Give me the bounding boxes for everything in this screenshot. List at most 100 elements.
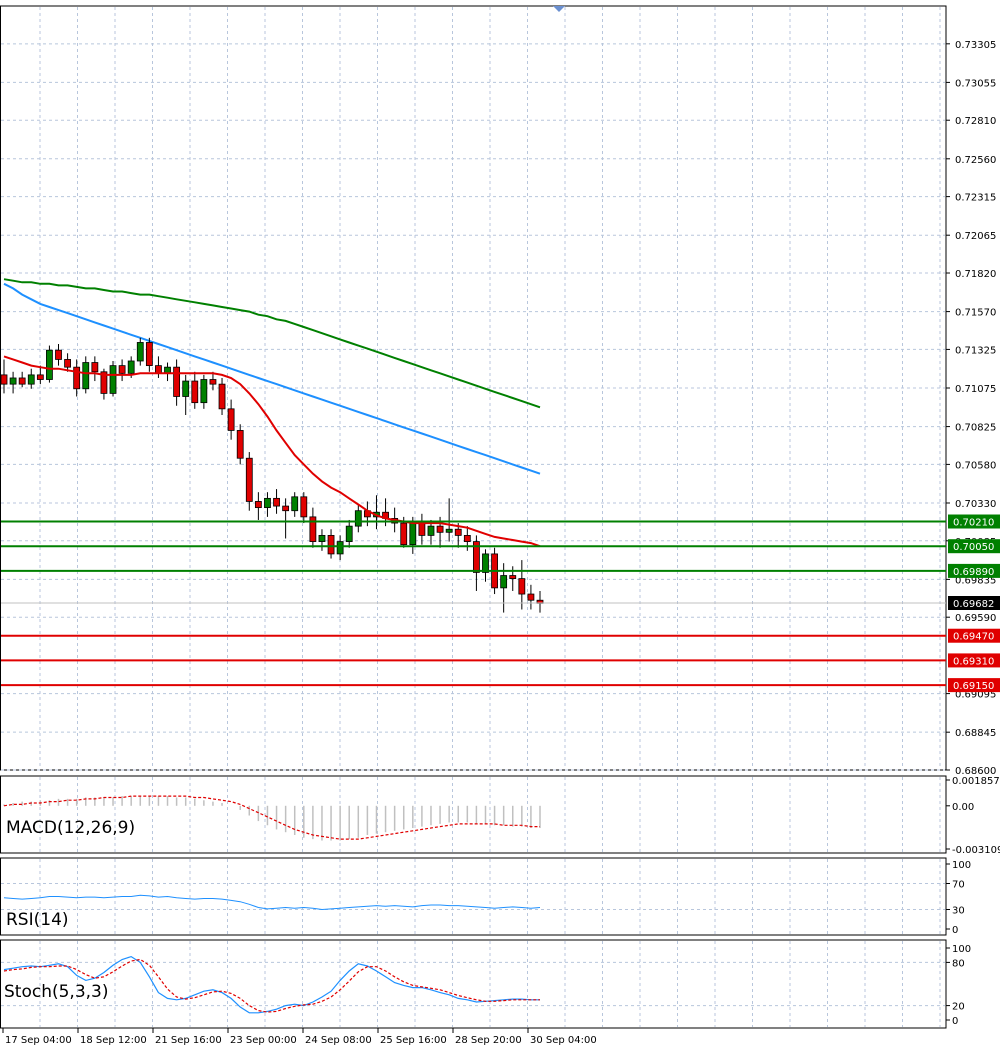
price-tick-label: 0.70580	[955, 460, 996, 471]
candle	[64, 353, 71, 372]
candle-body	[445, 528, 453, 533]
candle-body	[27, 374, 35, 385]
support-level-tag	[948, 653, 1000, 668]
candle	[282, 498, 290, 539]
candle-body	[282, 505, 290, 512]
candle	[27, 368, 35, 389]
macd-tick-label: -0.003109	[952, 845, 1000, 856]
time-tick-label: 21 Sep 16:00	[155, 1035, 222, 1046]
price-tick-label: 0.68600	[955, 766, 996, 777]
stoch-label: Stoch(5,3,3)	[4, 982, 109, 1002]
candle	[300, 492, 308, 524]
candle-body	[9, 377, 17, 385]
candle-body	[309, 516, 317, 542]
candle-body	[400, 522, 408, 546]
panel-frame-main	[0, 5, 947, 771]
macd-tick-label: 0.00	[952, 802, 974, 813]
time-tick-label: 17 Sep 04:00	[5, 1035, 72, 1046]
candle	[36, 365, 44, 385]
candle	[46, 345, 53, 383]
candle-body	[527, 593, 535, 601]
candle-body	[518, 578, 526, 595]
support-level-label: 0.69150	[953, 681, 994, 692]
moving-average-mid	[3, 282, 541, 475]
price-tick-label: 0.69590	[955, 613, 996, 624]
price-tick-label: 0.72560	[955, 155, 996, 166]
stoch-tick-label: 20	[952, 1002, 965, 1013]
panel-frame-macd	[0, 775, 947, 854]
candle-body	[200, 379, 208, 404]
candle	[245, 452, 253, 511]
support-level-label: 0.69310	[953, 656, 994, 667]
price-tick-label: 0.73305	[955, 40, 996, 51]
candle-body	[55, 349, 62, 360]
candle-body	[82, 362, 90, 390]
candle	[227, 399, 235, 440]
candle	[73, 359, 81, 397]
resistance-level-tag	[948, 514, 1000, 529]
candle-body	[482, 553, 489, 573]
current-price-tag	[948, 596, 1000, 611]
candle-body	[46, 349, 53, 380]
candle-body	[345, 525, 353, 542]
candle-body	[18, 377, 26, 385]
candle	[354, 504, 362, 533]
moving-average-fast	[3, 355, 541, 548]
candle	[118, 359, 126, 382]
candle-body	[291, 496, 299, 512]
support-level-tag	[948, 628, 1000, 643]
macd-signal-line	[3, 795, 540, 840]
candle-body	[245, 457, 253, 502]
price-tick-label: 0.72065	[955, 231, 996, 242]
candle-body	[191, 380, 199, 404]
moving-average-slow	[3, 278, 541, 409]
macd-label: MACD(12,26,9)	[6, 818, 135, 838]
support-level-tag	[948, 678, 1000, 693]
candle	[318, 529, 326, 551]
candle-body	[173, 366, 181, 397]
candle-body	[218, 383, 226, 410]
candle-body	[427, 525, 435, 536]
candle	[200, 374, 208, 409]
candle	[209, 371, 217, 391]
price-tick-label: 0.69835	[955, 575, 996, 586]
stoch-tick-label: 0	[952, 1016, 958, 1027]
candle	[291, 492, 299, 517]
macd-tick-label: 0.001857	[952, 776, 1000, 787]
price-tick-label: 0.73055	[955, 78, 996, 89]
price-tick-label: 0.71075	[955, 384, 996, 395]
candle	[18, 371, 26, 388]
candle-body	[36, 374, 44, 380]
period-separator-marker	[553, 6, 565, 12]
price-tick-label: 0.71570	[955, 308, 996, 319]
panel-frame-stoch	[0, 939, 947, 1029]
rsi-tick-label: 0	[952, 925, 958, 936]
candle-body	[254, 501, 262, 509]
time-tick-label: 24 Sep 08:00	[305, 1035, 372, 1046]
candle	[309, 507, 317, 548]
candle-body	[436, 525, 444, 533]
candle	[182, 374, 190, 416]
candle	[109, 360, 117, 397]
candle-body	[91, 362, 99, 373]
price-tick-label: 0.69095	[955, 690, 996, 701]
candle-body	[264, 497, 271, 509]
resistance-level-tag	[948, 539, 1000, 554]
candle	[55, 344, 62, 366]
candle	[345, 519, 353, 548]
candle-body	[409, 522, 417, 546]
candle	[0, 359, 8, 394]
candle	[145, 337, 153, 372]
time-tick-label: 18 Sep 12:00	[80, 1035, 147, 1046]
candle	[454, 523, 462, 548]
candle	[264, 492, 271, 517]
time-tick-label: 30 Sep 04:00	[530, 1035, 597, 1046]
candle	[473, 535, 480, 591]
candle-body	[209, 379, 217, 385]
candle-body	[0, 374, 8, 385]
candle-body	[118, 365, 126, 374]
current-price-label: 0.69682	[953, 599, 994, 610]
rsi-line	[3, 894, 541, 911]
candle-body	[336, 541, 344, 555]
time-tick-label: 25 Sep 16:00	[380, 1035, 447, 1046]
